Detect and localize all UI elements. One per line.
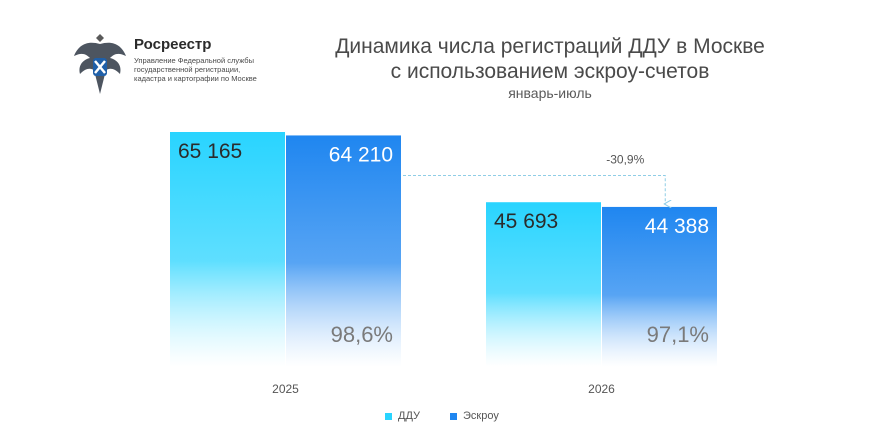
- legend-item-ddu: ДДУ: [385, 410, 420, 422]
- chart-subtitle: январь-июль: [508, 85, 592, 101]
- category-label-2026: 2026: [588, 382, 615, 396]
- legend-swatch-ddu: [385, 412, 392, 420]
- chart-title-line-1: Динамика числа регистраций ДДУ в Москве: [335, 35, 765, 58]
- org-subtitle: Управление Федеральной службы государств…: [134, 56, 257, 83]
- eagle-emblem-icon: [74, 34, 126, 94]
- legend-label-escrow: Эскроу: [463, 410, 499, 422]
- annotation-label: -30,9%: [606, 152, 644, 166]
- org-name: Росреестр: [134, 36, 212, 53]
- value-label-ddu-2026: 45 693: [494, 210, 558, 233]
- value-label-ddu-2025: 65 165: [178, 140, 242, 163]
- legend-item-escrow: Эскроу: [450, 410, 499, 422]
- value-label-escrow-2025: 64 210: [329, 143, 393, 166]
- rosreestr-logo: Росреестр Управление Федеральной службы …: [72, 34, 272, 98]
- bar-escrow-2026: [602, 206, 717, 367]
- share-label-2026: 97,1%: [647, 322, 709, 347]
- chart-title-block: Динамика числа регистраций ДДУ в Москве …: [300, 34, 800, 102]
- share-label-2025: 98,6%: [331, 322, 393, 347]
- legend-label-ddu: ДДУ: [398, 410, 421, 422]
- value-label-escrow-2026: 44 388: [645, 215, 709, 238]
- category-label-2025: 2025: [272, 382, 299, 396]
- bar-escrow-2025: [286, 135, 401, 367]
- annotation-arrow: [403, 174, 665, 203]
- bar-ddu-2026: [486, 202, 601, 367]
- bar-ddu-2025: [170, 132, 285, 367]
- chart-title-line-2: с использованием эскроу-счетов: [390, 60, 710, 83]
- chart-legend: ДДУ Эскроу: [385, 407, 529, 425]
- legend-swatch-escrow: [450, 412, 458, 420]
